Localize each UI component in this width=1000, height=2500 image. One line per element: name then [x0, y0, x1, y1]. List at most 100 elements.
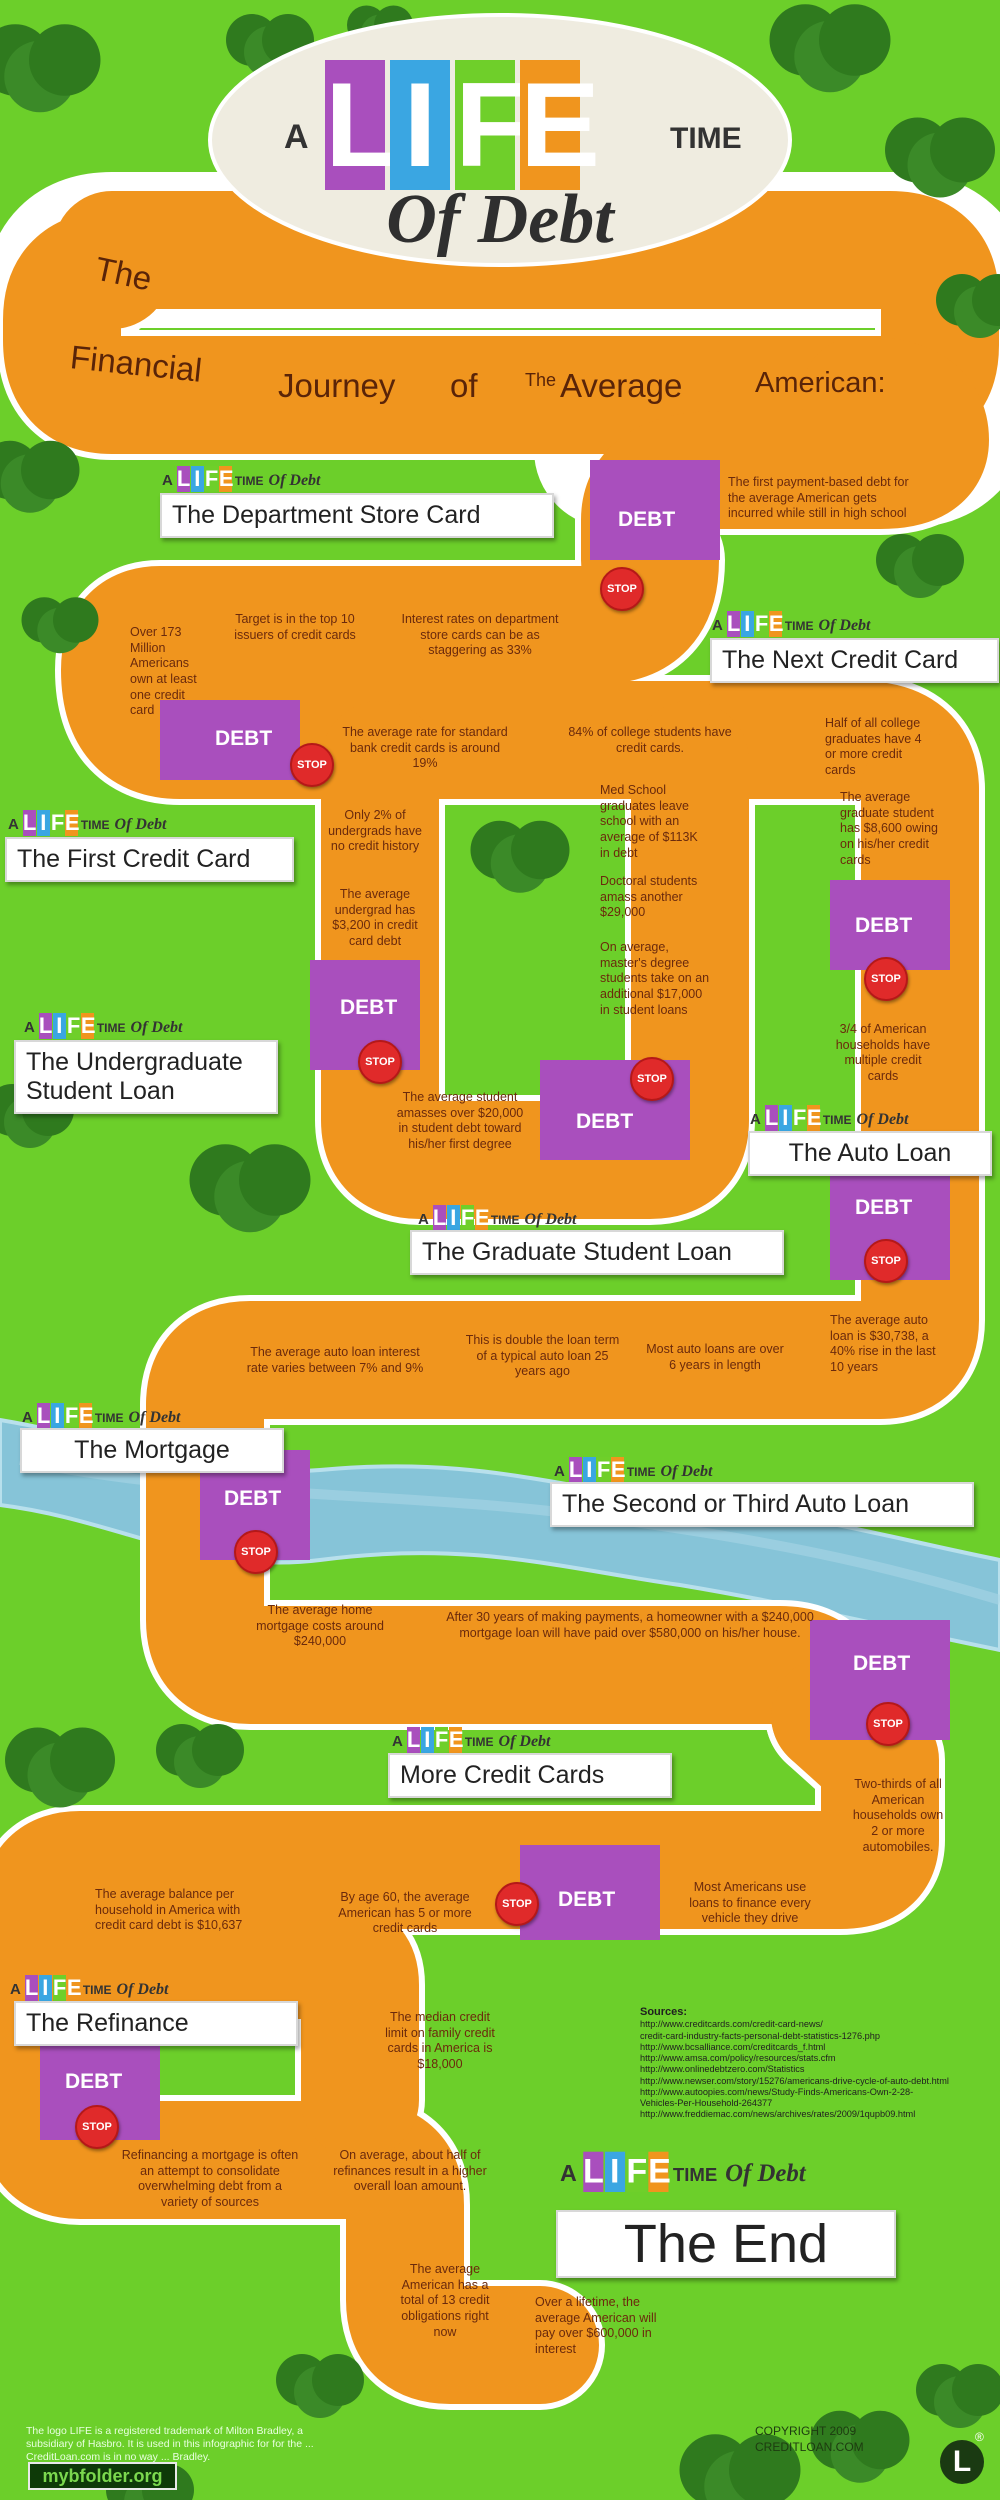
title-letter-e: E: [520, 58, 601, 192]
tree-canopy: [511, 820, 570, 880]
mini-logo-9: A L I F E TIME Of Debt: [392, 1723, 551, 1753]
mini-logo-time: TIME: [784, 619, 814, 633]
mini-logo-letter: L: [176, 466, 191, 492]
source-line[interactable]: http://www.creditcards.com/credit-card-n…: [640, 2019, 823, 2030]
source-line[interactable]: http://www.freddiemac.com/news/archives/…: [640, 2109, 916, 2120]
road-surface: [0, 185, 1000, 2410]
mini-logo-time: TIME: [672, 2164, 718, 2186]
stage-label-department-store-card: The Department Store Card: [160, 493, 554, 538]
fact-27: Refinancing a mortgage is often an attem…: [121, 2148, 299, 2209]
mini-logo-letter: F: [66, 1013, 81, 1039]
mini-logo-5: A L I F E TIME Of Debt: [418, 1201, 577, 1231]
fact-6: 84% of college students have credit card…: [568, 725, 732, 755]
mini-logo-letter: L: [764, 1105, 779, 1131]
registered-mark: ®: [975, 2430, 984, 2444]
mini-logo-time: TIME: [96, 1021, 126, 1035]
source-line[interactable]: Vehicles-Per-Household-264377: [640, 2097, 773, 2108]
source-line[interactable]: http://www.amsa.com/policy/resources/sta…: [640, 2053, 836, 2064]
mini-logo-time: TIME: [94, 1411, 124, 1425]
source-line[interactable]: http://www.bcsalliance.com/creditcards_f…: [640, 2041, 826, 2052]
banner-word-journey: Journey: [278, 367, 396, 404]
mini-logo-letter: E: [806, 1105, 822, 1131]
stop-sign-5: STOP: [630, 1057, 674, 1101]
mini-logo-letter: E: [218, 466, 234, 492]
mini-logo-letter: L: [24, 1975, 39, 2001]
mini-logo-of-debt: Of Debt: [114, 816, 167, 833]
fact-7: Half of all college graduates have 4 or …: [825, 716, 922, 777]
fact-9: The average undergrad has $3,200 in cred…: [332, 887, 418, 948]
debt-zone-6: DEBT: [855, 1196, 913, 1219]
tree-canopy: [192, 1724, 244, 1776]
fact-22: Two-thirds of all American households ow…: [852, 1777, 944, 1854]
footer-copyright: COPYRIGHT 2009: [755, 2424, 857, 2438]
fact-4: Over 173 Million Americans own at least …: [130, 625, 197, 718]
mini-logo-letter: I: [36, 810, 50, 836]
mini-logo-letter: I: [38, 1975, 52, 2001]
mini-logo-letter: I: [582, 1457, 596, 1483]
stop-sign-9: STOP: [495, 1882, 539, 1926]
mini-logo-letter: E: [80, 1013, 96, 1039]
stage-label-undergraduate-student-loan: The Undergraduate Student Loan: [14, 1040, 278, 1114]
mini-logo-time: TIME: [80, 818, 110, 832]
mini-logo-letter: I: [420, 1727, 434, 1753]
banner-word-the-small: The: [525, 370, 557, 390]
tree-canopy: [312, 2354, 364, 2406]
mini-logo-letter: L: [583, 2151, 604, 2192]
fact-16: The average auto loan is $30,738, a 40% …: [830, 1313, 936, 1374]
tree-canopy: [819, 4, 891, 76]
stage-label-next-credit-card: The Next Credit Card: [710, 638, 999, 683]
road-refinance-loop: [61, 1901, 419, 2159]
fact-11: Med School graduates leave school with a…: [600, 783, 698, 860]
mini-logo-a: A: [162, 472, 173, 489]
stage-label-more-credit-cards: More Credit Cards: [388, 1753, 672, 1798]
tree-canopy: [851, 2410, 910, 2470]
source-line[interactable]: http://www.onlinedebtzero.com/Statistics: [640, 2064, 805, 2075]
mini-logo-time: TIME: [82, 1983, 112, 1997]
source-line[interactable]: http://www.newser.com/story/15276/americ…: [640, 2075, 949, 2086]
debt-zone-fill: [830, 880, 950, 970]
mini-logo-letter: E: [448, 1727, 464, 1753]
fact-14: The average graduate student has $8,600 …: [840, 790, 938, 867]
mini-logo-a: A: [554, 1463, 565, 1480]
mini-logo-of-debt: Of Debt: [128, 1409, 181, 1426]
footer-disclaimer: The logo LIFE is a registered trademark …: [26, 2425, 314, 2464]
mini-logo-end: A L I F E TIME Of Debt: [560, 2146, 806, 2192]
debt-zone-2: DEBT: [215, 727, 273, 750]
title-letter-f: F: [455, 58, 529, 192]
mini-logo-letter: I: [190, 466, 204, 492]
source-line[interactable]: http://www.autoopies.com/news/Study-Find…: [640, 2086, 914, 2097]
title-a: A: [284, 118, 309, 156]
stop-sign-3: STOP: [864, 957, 908, 1001]
site-badge[interactable]: mybfolder.org: [28, 2462, 177, 2490]
stop-sign-7: STOP: [234, 1530, 278, 1574]
mini-logo-letter: E: [768, 611, 784, 637]
mini-logo-time: TIME: [464, 1735, 494, 1749]
mini-logo-time: TIME: [234, 474, 264, 488]
stop-sign-10: STOP: [75, 2105, 119, 2149]
source-line[interactable]: credit-card-industry-facts-personal-debt…: [640, 2030, 880, 2041]
mini-logo-letter: E: [474, 1205, 490, 1231]
mini-logo-of-debt: Of Debt: [498, 1733, 551, 1750]
mini-logo-of-debt: Of Debt: [268, 472, 321, 489]
fact-10: The average student amasses over $20,000…: [396, 1090, 524, 1151]
brand-logo-mark: L: [940, 2440, 984, 2484]
mini-logo-a: A: [24, 1019, 35, 1036]
mini-logo-letter: F: [64, 1403, 79, 1429]
fact-21: After 30 years of making payments, a hom…: [446, 1610, 814, 1640]
mini-logo-1: A L I F E TIME Of Debt: [162, 462, 321, 492]
fact-18: This is double the loan term of a typica…: [465, 1333, 620, 1379]
mini-logo-of-debt: Of Debt: [524, 1211, 577, 1228]
tree-canopy: [239, 1144, 311, 1216]
debt-zone-4: DEBT: [340, 996, 398, 1019]
stop-sign-8: STOP: [866, 1702, 910, 1746]
fact-19: The average auto loan interest rate vari…: [246, 1345, 424, 1375]
stop-sign-6: STOP: [864, 1239, 908, 1283]
mini-logo-letter: L: [22, 810, 37, 836]
mini-logo-letter: F: [50, 810, 65, 836]
fact-1: The first payment-based debt for the ave…: [728, 475, 909, 521]
stop-sign-2: STOP: [290, 743, 334, 787]
mini-logo-letter: L: [406, 1727, 421, 1753]
mini-logo-7: A L I F E TIME Of Debt: [22, 1399, 181, 1429]
debt-zone-fill: [590, 460, 720, 560]
banner-word-of: of: [450, 367, 478, 404]
